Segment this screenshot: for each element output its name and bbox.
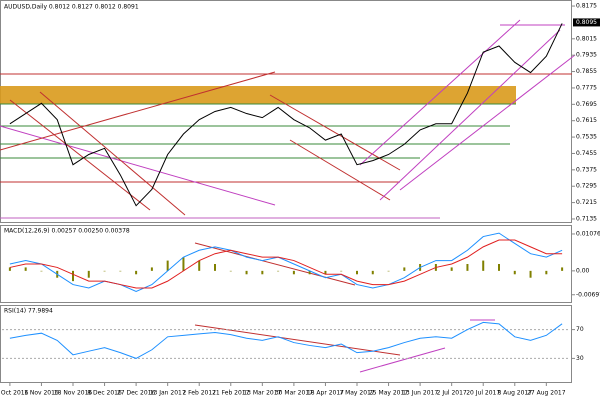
series-line <box>9 239 563 289</box>
y-tick-label: 70 <box>576 326 584 333</box>
histogram-bar <box>8 267 11 271</box>
series-line <box>9 321 563 359</box>
histogram-bar <box>356 270 358 275</box>
drawings <box>0 19 576 373</box>
histogram-bar <box>119 270 122 272</box>
histogram-bar <box>261 270 264 275</box>
y-tick-label: 0.7935 <box>576 52 597 59</box>
series-line <box>9 232 563 292</box>
histogram-bar <box>403 267 406 271</box>
x-tick-label: 13 Jun 2017 <box>402 390 438 397</box>
trend <box>0 71 276 151</box>
y-tick-label: 0.00 <box>576 267 590 274</box>
channel <box>359 19 521 166</box>
trend <box>0 125 276 206</box>
price-panel <box>0 0 572 223</box>
histogram-bar <box>466 264 469 271</box>
x-tick-label: 8 Aug 2017 <box>497 390 532 397</box>
trend <box>269 94 401 171</box>
histogram-bar <box>166 260 169 271</box>
histogram-bar <box>72 270 74 282</box>
histogram-bar <box>277 270 280 272</box>
x-tick-label: 27 Aug 2017 <box>527 390 566 397</box>
histogram-bar <box>292 270 295 275</box>
trend <box>359 347 446 373</box>
x-tick-label: 27 Dec 2016 <box>117 390 156 397</box>
y-tick-label: 0.7455 <box>576 150 597 157</box>
x-tick-label: 20 Jul 2017 <box>466 390 500 397</box>
price-box <box>573 18 600 27</box>
y-tick-label: 0.7535 <box>576 134 597 141</box>
trend <box>289 139 391 201</box>
histogram-bar <box>371 270 374 275</box>
histogram-bar <box>513 270 516 275</box>
y-tick-label: 0.8015 <box>576 35 597 42</box>
x-tick-label: 25 May 2017 <box>369 390 408 397</box>
histogram-bar <box>214 264 216 271</box>
histogram-bar <box>150 267 153 271</box>
histogram-bar <box>24 267 27 271</box>
histogram-bar <box>135 270 138 275</box>
rsi-panel <box>0 305 572 383</box>
y-tick-label: -0.00697 <box>576 291 600 298</box>
x-tick-label: 2 Feb 2017 <box>182 390 216 397</box>
histogram-bar <box>40 270 43 272</box>
y-tick-label: 0.7775 <box>576 84 597 91</box>
x-tick-label: 21 Feb 2017 <box>212 390 250 397</box>
zone <box>0 86 516 104</box>
y-tick-label: 0.01076 <box>576 230 600 237</box>
x-tick-label: 2 Jul 2017 <box>437 390 467 397</box>
histogram-bar <box>103 270 106 272</box>
histogram-bar <box>245 270 248 275</box>
y-tick-label: 0.7855 <box>576 68 597 75</box>
histogram-bar <box>324 270 327 275</box>
y-tick-label: 0.7295 <box>576 183 597 190</box>
x-tick-label: 13 Mar 2017 <box>243 390 281 397</box>
histogram-bar <box>340 270 343 272</box>
y-tick-label: 0.7375 <box>576 166 597 173</box>
histogram-bar <box>198 260 201 271</box>
y-tick-label: 30 <box>576 355 584 362</box>
histogram-bar <box>387 270 390 272</box>
trend <box>39 91 186 216</box>
trend <box>9 99 151 211</box>
histogram-bar <box>529 270 532 278</box>
y-tick-label: 0.7615 <box>576 117 597 124</box>
histogram-bar <box>482 260 485 271</box>
panel-title: RSI(14) 77.9894 <box>4 308 53 315</box>
x-tick-label: 18 Nov 2016 <box>54 390 93 397</box>
trend <box>194 242 356 286</box>
histogram-bar <box>229 270 232 272</box>
histogram-bar <box>545 270 548 275</box>
y-tick-label: 0.8175 <box>576 3 597 10</box>
x-tick-label: 7 May 2017 <box>339 390 374 397</box>
y-tick-label: 0.7695 <box>576 101 597 108</box>
histogram-bar <box>308 270 311 275</box>
panel-title: MACD(12,26,9) 0.00257 0.00250 0.00378 <box>4 228 130 235</box>
series-line <box>9 23 563 207</box>
panel-title: AUDUSD,Daily 0.8012 0.8127 0.8012 0.8091 <box>4 4 139 11</box>
price-label: 0.8095 <box>576 19 597 26</box>
y-tick-label: 0.7215 <box>576 199 597 206</box>
x-tick-label: 8 Dec 2016 <box>87 390 122 397</box>
channel <box>399 54 576 191</box>
histogram-bar <box>498 264 500 271</box>
y-tick-label: 0.7135 <box>576 215 597 222</box>
histogram-bar <box>450 267 453 271</box>
channel <box>379 29 561 201</box>
macd-panel <box>0 225 572 303</box>
x-tick-label: 30 Mar 2017 <box>275 390 313 397</box>
trend <box>194 324 401 356</box>
histogram-bar <box>87 270 90 278</box>
histogram-bar <box>561 267 564 271</box>
x-tick-label: 18 Apr 2017 <box>307 390 344 397</box>
x-tick-label: 13 Jan 2017 <box>150 390 186 397</box>
x-tick-label: 1 Nov 2016 <box>24 390 59 397</box>
x-tick-label: 13 Oct 2016 <box>0 390 29 397</box>
histogram-bar <box>182 257 185 271</box>
